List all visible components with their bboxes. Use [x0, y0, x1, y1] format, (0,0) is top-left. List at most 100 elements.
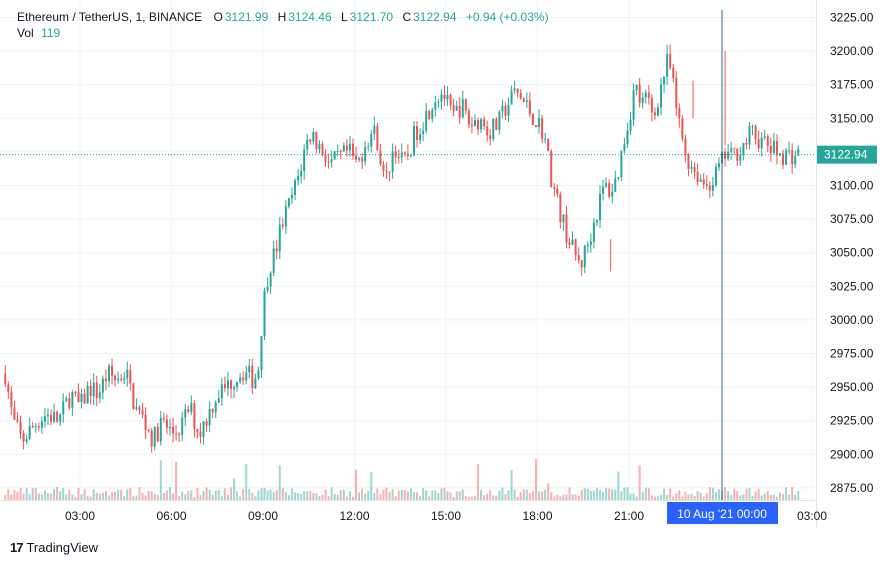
candle-body [589, 241, 592, 245]
candle-body [403, 152, 406, 154]
candle-body [13, 407, 16, 420]
candle-body [696, 171, 699, 182]
volume-bar [229, 487, 232, 500]
candle-body [330, 159, 333, 163]
candle-body [534, 125, 537, 127]
volume-bar [220, 495, 223, 500]
candle-body [80, 393, 83, 403]
volume-bar [31, 487, 34, 500]
candle-body [187, 409, 190, 413]
candle-body [583, 245, 586, 268]
candle-body [519, 92, 522, 99]
candle-body [287, 198, 290, 207]
volume-bar [309, 490, 312, 500]
volume-bar [245, 463, 248, 500]
volume-bar [190, 490, 193, 500]
candle-body [763, 136, 766, 138]
volume-bar [745, 488, 748, 500]
volume-value: 119 [41, 26, 61, 40]
volume-bar [74, 496, 77, 500]
candle-body [22, 433, 25, 442]
candle-body [641, 97, 644, 103]
candle-body [678, 108, 681, 119]
candle-body [562, 214, 565, 223]
candle-body [419, 134, 422, 140]
candle-body [663, 76, 666, 85]
volume-bar [178, 495, 181, 500]
volume-bar [605, 488, 608, 500]
candle-body [345, 145, 348, 151]
volume-bar [678, 490, 681, 500]
volume-bar [236, 491, 239, 500]
volume-bar [782, 493, 785, 500]
candle-body [117, 378, 120, 381]
volume-bar [431, 490, 434, 500]
volume-bar [461, 489, 464, 500]
candle-body [687, 155, 690, 169]
volume-bar [22, 493, 25, 500]
candle-body [248, 365, 251, 373]
volume-bar [623, 487, 626, 500]
volume-bar [223, 488, 226, 500]
candle-body [717, 163, 720, 168]
volume-bar [547, 483, 550, 500]
volume-bar [544, 489, 547, 500]
candle-body [486, 126, 489, 136]
volume-bar [114, 491, 117, 500]
volume-bar [412, 492, 415, 500]
candle-body [672, 67, 675, 78]
candle-body [626, 130, 629, 145]
candle-body [40, 421, 43, 428]
candle-body [592, 222, 595, 242]
candle-body [74, 392, 77, 394]
volume-bar [10, 494, 13, 500]
candle-body [599, 193, 602, 221]
volume-bar [464, 496, 467, 500]
volume-bar [80, 494, 83, 500]
candle-body [95, 382, 98, 399]
candle-body [254, 378, 257, 389]
candle-body [190, 403, 193, 413]
y-tick-label: 3175.00 [830, 78, 874, 92]
volume-bar [199, 495, 202, 500]
open-label: O [213, 10, 223, 24]
candle-body [56, 411, 59, 422]
candle-body [361, 158, 364, 162]
volume-bar [638, 465, 641, 500]
candle-body [123, 378, 126, 380]
volume-bar [528, 493, 531, 500]
open-value: 3121.99 [224, 10, 269, 24]
candle-body [580, 260, 583, 268]
volume-bar [480, 489, 483, 500]
candle-body [559, 194, 562, 223]
volume-bar [687, 494, 690, 500]
volume-bar [202, 491, 205, 500]
volume-bar [28, 494, 31, 500]
volume-bar [129, 488, 132, 500]
candle-body [431, 109, 434, 119]
candle-body [769, 145, 772, 153]
volume-bar [778, 492, 781, 500]
volume-bar [611, 489, 614, 500]
candle-body [644, 92, 647, 98]
volume-bar [577, 495, 580, 500]
volume-bar [699, 492, 702, 500]
volume-bar [504, 494, 507, 500]
volume-bar [437, 492, 440, 500]
volume-bar [59, 491, 62, 500]
volume-bar [254, 496, 257, 500]
volume-bar [397, 490, 400, 500]
volume-bar [510, 470, 513, 500]
candle-body [242, 377, 245, 381]
tradingview-branding[interactable]: 17 TradingView [10, 540, 98, 555]
volume-bar [278, 465, 281, 500]
volume-bar [181, 491, 184, 500]
candle-body [147, 429, 150, 431]
y-tick-label: 3075.00 [830, 212, 874, 226]
volume-bar [53, 488, 56, 500]
volume-bar [400, 489, 403, 500]
candle-body [379, 150, 382, 165]
volume-bar [257, 490, 260, 500]
candle-body [290, 194, 293, 199]
volume-bar [452, 496, 455, 500]
